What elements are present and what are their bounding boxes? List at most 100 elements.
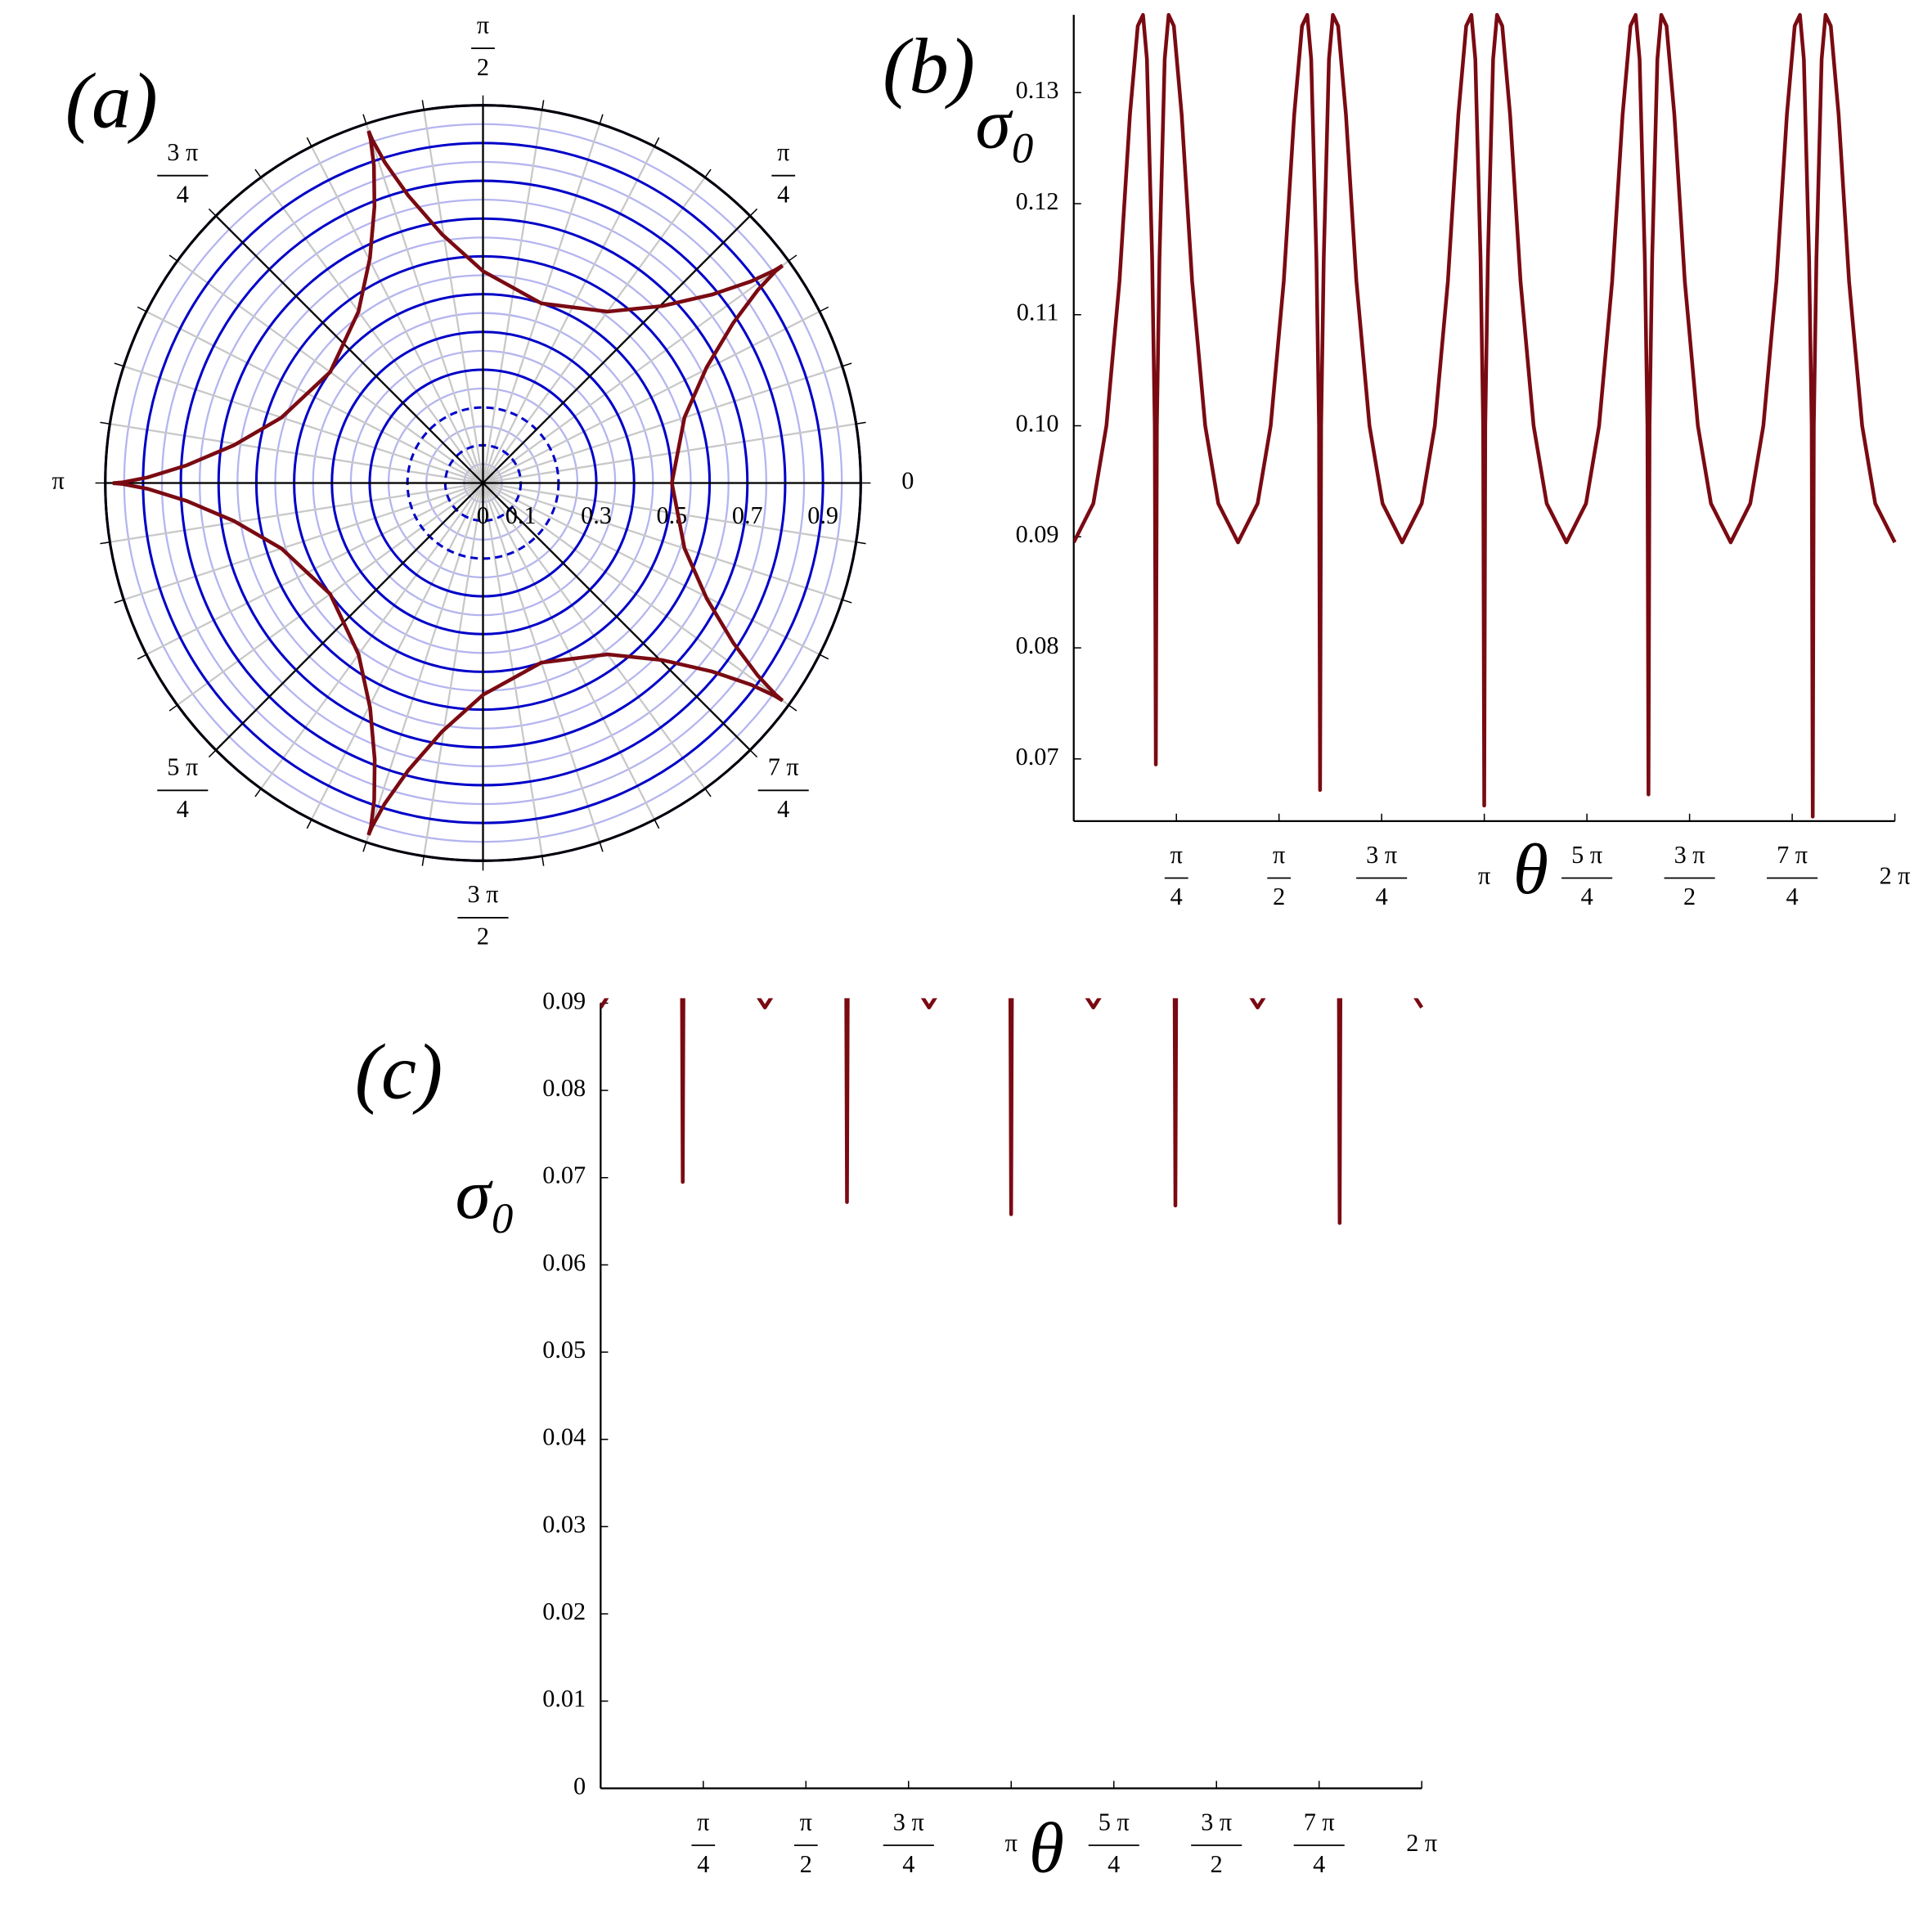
- fraction-numerator: π: [1273, 841, 1285, 869]
- x-tick-label: 7 π 4: [1304, 1808, 1335, 1877]
- y-tick-label: 0.05: [542, 1336, 586, 1364]
- fraction-numerator: π: [800, 1808, 812, 1835]
- fraction-denominator: 4: [177, 180, 189, 208]
- angle-label: 0: [901, 466, 914, 494]
- angular-tick: [306, 819, 312, 829]
- fraction-denominator: 4: [1170, 883, 1183, 910]
- fraction-denominator: 4: [1581, 883, 1593, 910]
- x-tick-label: 2 π: [1880, 861, 1911, 889]
- fraction-denominator: 4: [697, 1850, 709, 1878]
- x-tick-label: 3 π 2: [1201, 1808, 1232, 1877]
- angular-tick: [254, 168, 262, 178]
- y-tick-label: 0.10: [1016, 409, 1059, 437]
- radius-label: 0: [477, 501, 489, 529]
- angular-tick: [100, 421, 110, 425]
- fraction-numerator: 7 π: [1777, 841, 1808, 869]
- x-axis-label: θ: [1513, 829, 1548, 909]
- fraction-numerator: π: [477, 11, 489, 38]
- panel-label: (b): [883, 22, 975, 110]
- fraction-numerator: 3 π: [1674, 841, 1705, 869]
- fraction-denominator: 2: [1273, 883, 1285, 910]
- fraction-denominator: 2: [1211, 1850, 1223, 1878]
- fraction-denominator: 2: [477, 923, 489, 950]
- fraction-numerator: 3 π: [468, 880, 499, 908]
- radius-label: 0.9: [807, 501, 838, 529]
- y-tick-label: 0.12: [1016, 187, 1059, 215]
- x-tick-label: 3 π 2: [1674, 841, 1705, 910]
- angular-tick: [421, 100, 425, 110]
- angular-tick: [100, 541, 110, 545]
- fraction-numerator: 3 π: [167, 138, 198, 166]
- fraction-denominator: 2: [1683, 883, 1696, 910]
- fraction-numerator: 3 π: [1201, 1808, 1232, 1835]
- fraction-denominator: 2: [477, 53, 489, 81]
- y-tick-label: 0.03: [542, 1510, 586, 1538]
- x-tick-label: 3 π 4: [893, 1808, 924, 1877]
- angular-tick: [114, 362, 124, 367]
- y-tick-label: 0.09: [542, 986, 586, 1014]
- angular-tick: [654, 819, 660, 829]
- fraction-numerator: 7 π: [1304, 1808, 1335, 1835]
- fraction-numerator: π: [697, 1808, 709, 1835]
- x-tick-label: 3 π 4: [1366, 841, 1397, 910]
- fraction-denominator: 4: [1313, 1850, 1325, 1878]
- angle-label: 3 π 2: [468, 880, 499, 950]
- angular-tick: [654, 137, 660, 147]
- fraction-denominator: 4: [777, 180, 789, 208]
- angular-tick: [856, 421, 866, 425]
- fraction-numerator: 3 π: [1366, 841, 1397, 869]
- y-tick-label: 0.07: [1016, 743, 1059, 771]
- angle-label: 5 π 4: [167, 753, 198, 823]
- y-tick-label: 0.11: [1017, 299, 1059, 326]
- fraction-numerator: π: [1170, 841, 1183, 869]
- fraction-denominator: 4: [1376, 883, 1388, 910]
- angular-tick: [362, 842, 367, 852]
- fraction-numerator: 3 π: [893, 1808, 924, 1835]
- angular-tick: [599, 842, 604, 852]
- angular-tick: [819, 654, 829, 660]
- angular-axis: [215, 482, 484, 751]
- angular-tick: [788, 254, 798, 262]
- y-tick-label: 0.02: [542, 1597, 586, 1625]
- fraction-denominator: 4: [902, 1850, 914, 1878]
- y-tick-label: 0.06: [542, 1248, 586, 1276]
- angular-tick: [842, 362, 852, 367]
- fraction-numerator: π: [777, 138, 789, 166]
- angular-tick: [599, 114, 604, 124]
- angular-tick: [421, 856, 425, 866]
- fraction-denominator: 4: [177, 795, 189, 823]
- data-line: [1073, 12, 1897, 819]
- data-line: [600, 998, 1424, 1225]
- angular-tick: [541, 856, 545, 866]
- fraction-numerator: 5 π: [167, 753, 198, 781]
- y-tick-label: 0.08: [542, 1074, 586, 1102]
- x-tick-label: 7 π 4: [1777, 841, 1808, 910]
- fraction-numerator: 7 π: [768, 753, 799, 781]
- y-tick-label: 0.09: [1016, 520, 1059, 548]
- angular-tick: [819, 306, 829, 312]
- angular-tick: [788, 704, 798, 712]
- fraction-numerator: 5 π: [1099, 1808, 1130, 1835]
- angular-tick: [704, 168, 712, 178]
- angular-tick: [208, 749, 217, 758]
- radius-label: 0.3: [581, 501, 612, 529]
- angular-tick: [168, 254, 178, 262]
- angular-tick: [749, 749, 758, 758]
- angular-tick: [306, 137, 312, 147]
- fraction-denominator: 2: [800, 1850, 812, 1878]
- angular-tick: [704, 788, 712, 798]
- x-axis-label: θ: [1029, 1808, 1064, 1887]
- x-tick-label: 2 π: [1406, 1829, 1437, 1857]
- polar-curve: [112, 130, 784, 836]
- angular-tick: [856, 541, 866, 545]
- y-tick-label: 0: [573, 1772, 586, 1799]
- angular-tick: [208, 208, 217, 217]
- angular-tick: [749, 208, 758, 217]
- panel-label: (c): [355, 1028, 443, 1116]
